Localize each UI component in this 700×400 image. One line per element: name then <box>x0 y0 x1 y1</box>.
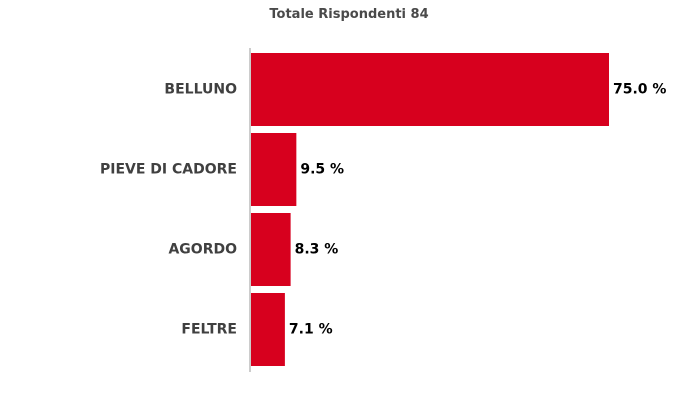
category-label-feltre: FELTRE <box>181 322 237 338</box>
category-label-pieve-di-cadore: PIEVE DI CADORE <box>100 162 237 178</box>
bar-belluno <box>251 53 609 126</box>
chart-title: Totale Rispondenti 84 <box>269 7 428 22</box>
value-label-agordo: 8.3 % <box>295 242 339 258</box>
value-label-belluno: 75.0 % <box>613 82 666 98</box>
bar-pieve-di-cadore <box>251 133 297 206</box>
value-label-feltre: 7.1 % <box>289 322 333 338</box>
category-label-belluno: BELLUNO <box>164 82 237 98</box>
category-label-agordo: AGORDO <box>168 242 237 258</box>
bar-agordo <box>251 213 291 286</box>
bars-group: BELLUNO 75.0 % PIEVE DI CADORE 9.5 % AGORDO 8… <box>100 53 666 366</box>
value-label-pieve-di-cadore: 9.5 % <box>300 162 344 178</box>
bar-feltre <box>251 293 285 366</box>
